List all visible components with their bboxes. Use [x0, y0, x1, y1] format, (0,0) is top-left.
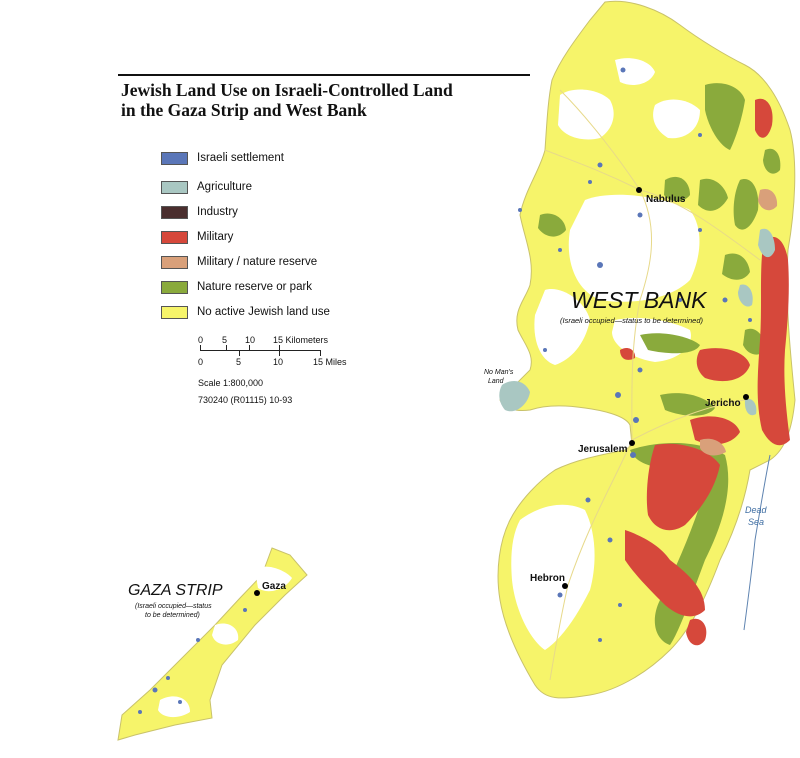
scale-ratio: Scale 1:800,000 [198, 378, 264, 388]
legend-item-military: Military [161, 229, 233, 245]
dead-sea-shore [743, 454, 771, 631]
legend-swatch-nature-reserve [161, 280, 188, 294]
legend-label: No active Jewish land use [197, 306, 330, 318]
west-bank-status: (Israeli occupied—status to be determine… [560, 316, 703, 325]
legend-swatch-agriculture [161, 180, 188, 194]
gaza-unshaded [158, 566, 292, 718]
road-network [544, 89, 761, 681]
west-bank-label: WEST BANK [571, 287, 707, 313]
scale-tick [279, 345, 280, 350]
dead-sea-label-line1: Dead [745, 505, 767, 515]
legend-item-nature-reserve: Nature reserve or park [161, 279, 312, 295]
legend-label: Industry [197, 206, 238, 218]
dead-sea-label-line2: Sea [748, 517, 765, 527]
legend-swatch-no-use [161, 305, 188, 319]
city-marker-jerusalem [629, 440, 635, 446]
scale-mile-tick: 0 [198, 357, 204, 367]
scale-tick [226, 345, 227, 350]
legend-swatch-military [161, 230, 188, 244]
city-marker-hebron [562, 583, 568, 589]
map-title-line1: Jewish Land Use on Israeli-Controlled La… [121, 80, 453, 100]
gaza-settlements [138, 608, 247, 714]
legend-label: Military / nature reserve [197, 256, 318, 268]
city-label-nabulus: Nabulus [646, 194, 686, 205]
settlement-areas [518, 67, 752, 642]
scale-mile-tick: 5 [236, 357, 242, 367]
legend-swatch-settlement [161, 151, 188, 165]
legend-item-military-nature: Military / nature reserve [161, 254, 317, 270]
legend-item-industry: Industry [161, 204, 238, 220]
city-label-jerusalem: Jerusalem [578, 444, 628, 455]
map-title: Jewish Land Use on Israeli-Controlled La… [121, 80, 541, 120]
legend-item-agriculture: Agriculture [161, 179, 252, 195]
scale-tick [279, 351, 280, 356]
scale-mile-tick: 10 [273, 357, 284, 367]
legend-item-settlement: Israeli settlement [161, 150, 284, 166]
gaza-strip-label: GAZA STRIP [128, 582, 223, 599]
scale-km-tick: 0 [198, 335, 204, 345]
scale-tick [200, 345, 201, 350]
legend-item-no-use: No active Jewish land use [161, 304, 330, 320]
unshaded-areas [511, 58, 700, 650]
map-code: 730240 (R01115) 10-93 [198, 395, 293, 405]
legend-label: Agriculture [197, 181, 252, 193]
gaza-strip-territory [117, 547, 308, 741]
military-areas [620, 98, 790, 646]
scale-km-tick: 10 [245, 335, 256, 345]
city-label-jericho: Jericho [705, 398, 741, 409]
city-marker-gaza [254, 590, 260, 596]
legend-swatch-military-nature [161, 255, 188, 269]
legend-label: Israeli settlement [197, 152, 284, 164]
scale-line [200, 350, 321, 351]
scale-km-tick: 5 [222, 335, 228, 345]
legend-label: Military [197, 231, 234, 243]
city-label-hebron: Hebron [530, 573, 565, 584]
legend-label: Nature reserve or park [197, 281, 313, 293]
no-mans-land-label-line1: No Man's [484, 369, 514, 376]
map-title-line2: in the Gaza Strip and West Bank [121, 100, 367, 120]
scale-bar: 0 5 10 15 Kilometers 0 5 10 15 Miles [195, 335, 347, 375]
city-label-gaza: Gaza [262, 581, 286, 592]
scale-tick [249, 345, 250, 350]
scale-tick [320, 351, 321, 356]
military-nature-reserve-areas [700, 188, 778, 456]
gaza-strip-status-line1: (Israeli occupied—status [135, 603, 212, 610]
scale-tick [239, 351, 240, 356]
city-marker-nabulus [636, 187, 642, 193]
agriculture-areas [499, 228, 775, 416]
scale-mile-tick: 15 Miles [313, 357, 347, 367]
title-rule [118, 74, 530, 76]
gaza-strip-status-line2: to be determined) [145, 612, 200, 619]
legend-swatch-industry [161, 205, 188, 219]
city-marker-jericho [743, 394, 749, 400]
scale-km-tick: 15 Kilometers [273, 335, 329, 345]
no-mans-land-label-line2: Land [488, 378, 504, 385]
